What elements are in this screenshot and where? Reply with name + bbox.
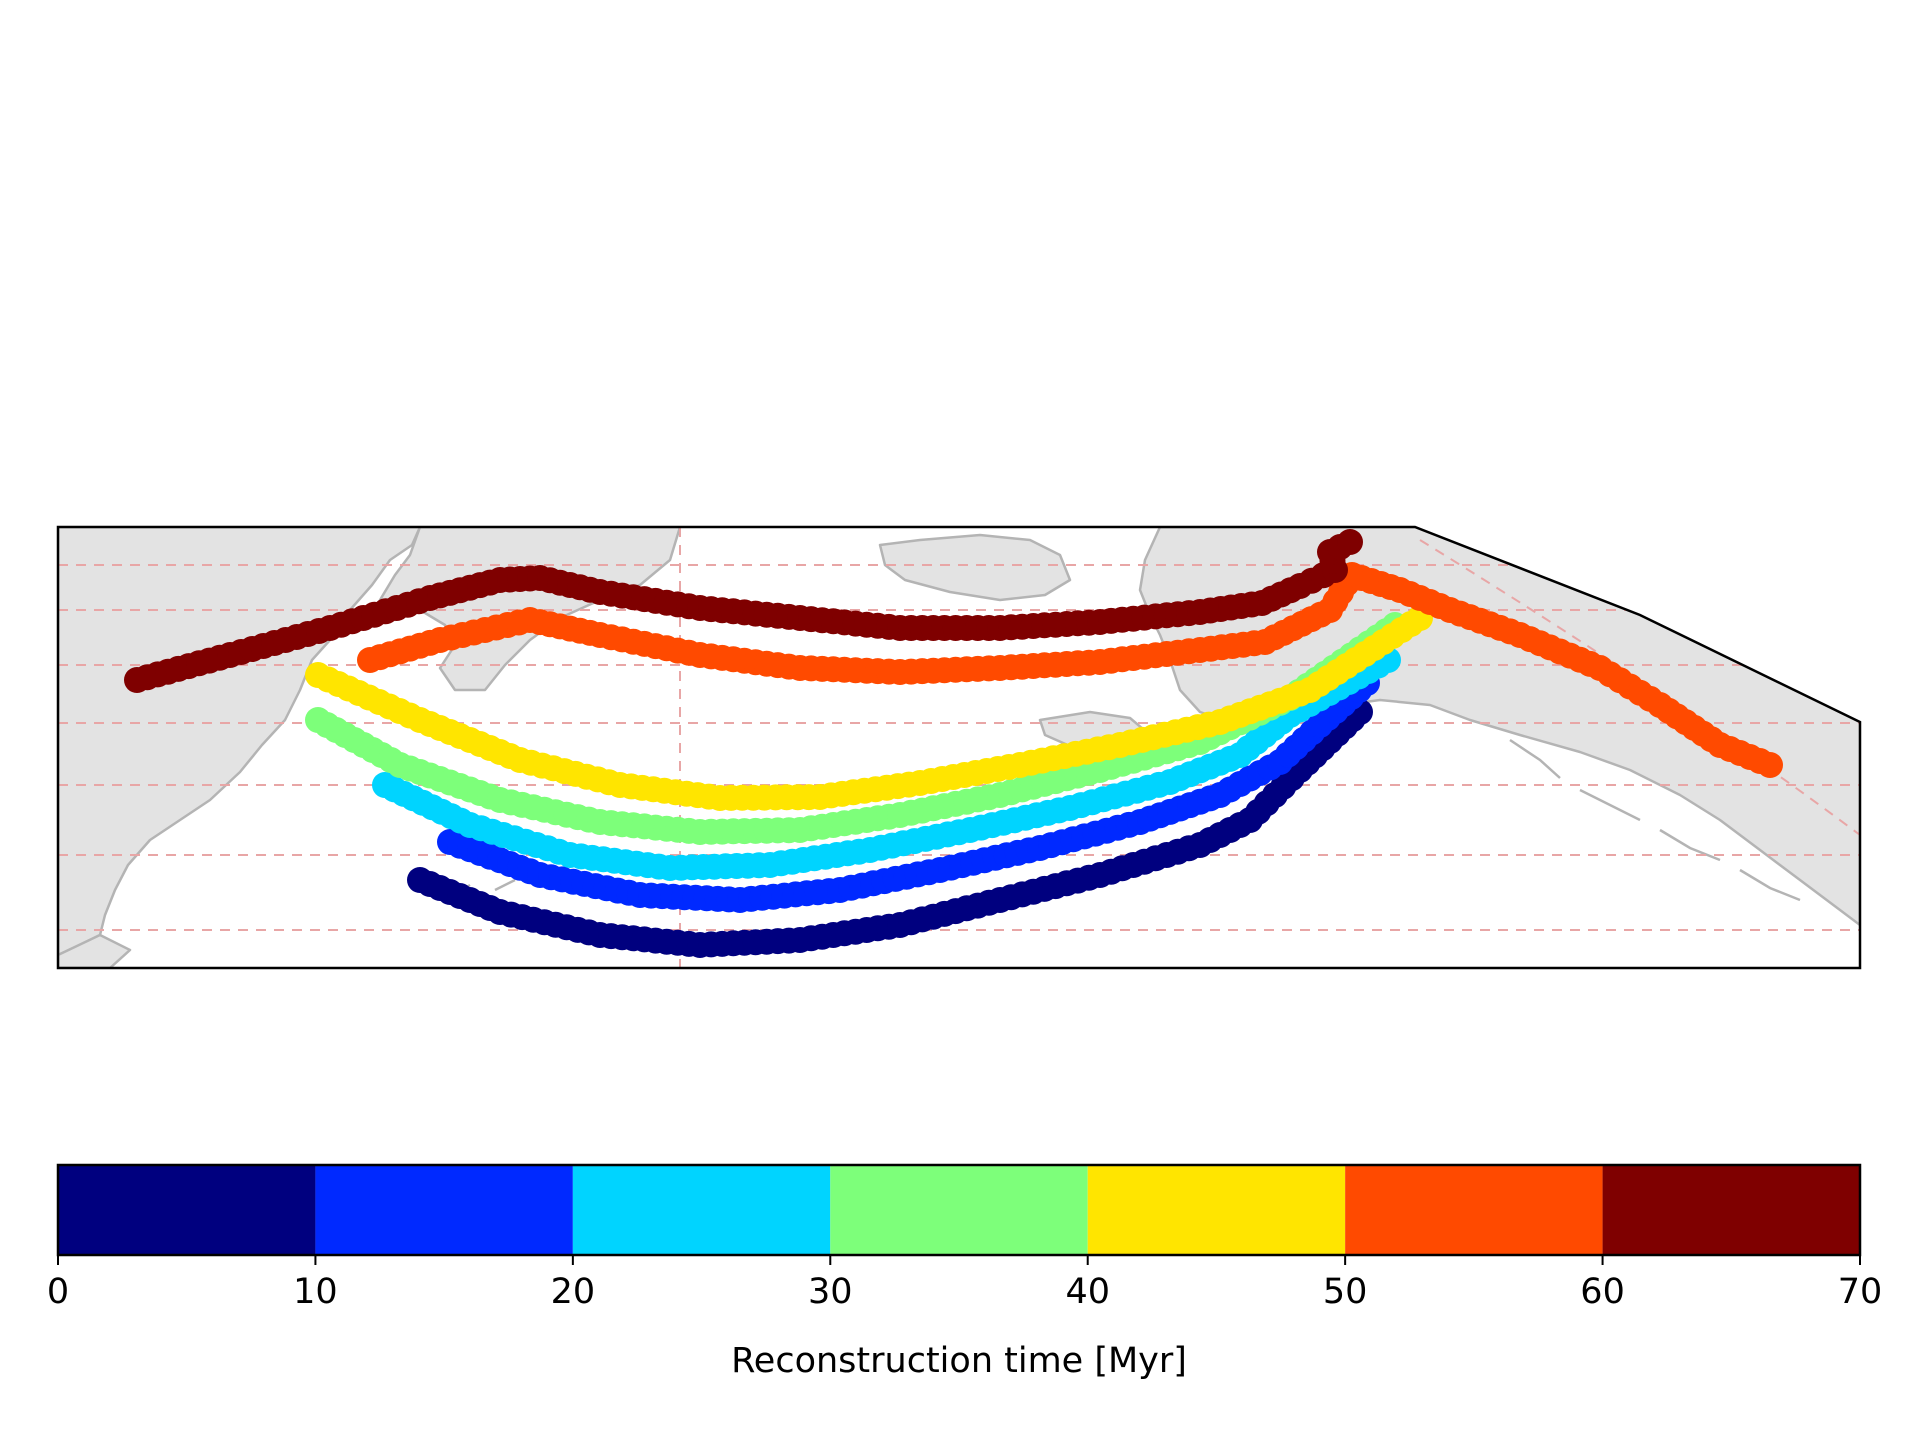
colorbar-tick-label: 70 [1838,1272,1883,1312]
map-panel [56,525,1862,970]
track-40-50 [305,605,1433,811]
colorbar-segment-10-20 [315,1165,573,1255]
colorbar-segment-0-10 [58,1165,316,1255]
track-50-60 [357,562,1783,778]
colorbar: 0 10 20 30 40 50 60 70 [47,1163,1883,1312]
track-point [1337,529,1363,555]
coast-fjords [1509,738,1801,902]
track-20-30 [372,647,1401,881]
colorbar-segment-30-40 [830,1165,1088,1255]
colorbar-tick-label: 50 [1323,1272,1368,1312]
colorbar-tick-label: 60 [1580,1272,1625,1312]
track-0-10 [407,699,1373,958]
colorbar-tick-label: 40 [1065,1272,1110,1312]
colorbar-segment-60-70 [1602,1165,1860,1255]
colorbar-segment-50-60 [1345,1165,1603,1255]
colorbar-tick-label: 20 [551,1272,596,1312]
landmass-southwest-bottom [58,933,132,968]
colorbar-tick-label: 0 [47,1272,69,1312]
landmass-central-north [878,533,1072,602]
track-point [1757,752,1783,778]
track-60-70 [124,529,1363,693]
map-frame [56,525,1862,970]
tracks [124,529,1783,958]
colorbar-tick-label: 30 [808,1272,853,1312]
colorbar-tick-label: 10 [293,1272,338,1312]
colorbar-label: Reconstruction time [Myr] [731,1341,1187,1381]
colorbar-segment-40-50 [1087,1165,1346,1255]
colorbar-frame [56,1163,1862,1257]
colorbar-segment-20-30 [572,1165,831,1255]
track-10-20 [437,670,1380,913]
